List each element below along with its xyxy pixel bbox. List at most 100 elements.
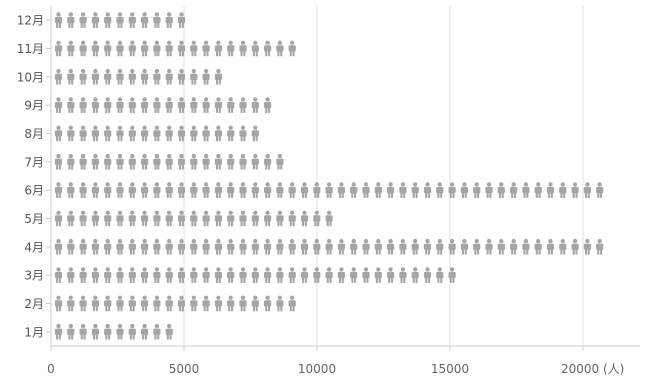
person-icon (239, 210, 247, 227)
person-icon (153, 210, 161, 227)
person-icon (153, 125, 161, 142)
person-icon (239, 97, 247, 113)
person-icon (276, 182, 284, 198)
person-icon (67, 97, 75, 113)
person-icon (128, 40, 136, 57)
person-icon (264, 295, 272, 312)
person-icon (497, 238, 505, 255)
person-icon (239, 238, 247, 255)
person-icon (79, 210, 87, 227)
person-icon (165, 97, 173, 113)
person-icon (522, 238, 530, 255)
y-category-label: 3月 (24, 269, 44, 283)
person-icon (153, 68, 161, 85)
bar[interactable] (54, 40, 296, 57)
person-icon (350, 182, 358, 198)
person-icon (91, 238, 99, 255)
person-icon (325, 182, 333, 198)
person-icon (141, 12, 149, 28)
person-icon (202, 210, 210, 227)
person-icon (264, 97, 272, 113)
person-icon (227, 182, 235, 198)
person-icon (54, 153, 63, 170)
person-icon (165, 238, 173, 255)
person-icon (423, 267, 432, 283)
person-icon (67, 68, 75, 85)
person-icon (436, 182, 444, 198)
person-icon (497, 182, 505, 198)
person-icon (79, 267, 87, 283)
bar[interactable] (54, 295, 296, 312)
person-icon (362, 182, 370, 198)
person-icon (165, 68, 173, 85)
person-icon (239, 295, 247, 312)
person-icon (399, 238, 407, 255)
person-icon (276, 238, 284, 255)
person-icon (79, 238, 87, 255)
person-icon (67, 153, 75, 170)
person-icon (104, 12, 112, 28)
bar[interactable] (54, 323, 173, 340)
y-category-label: 4月 (24, 240, 44, 254)
person-icon (116, 238, 124, 255)
person-icon (141, 125, 149, 142)
person-icon (214, 97, 222, 113)
person-icon (202, 97, 210, 113)
person-icon (202, 125, 210, 142)
person-icon (251, 267, 259, 283)
x-tick-label: 10000 (298, 362, 336, 376)
person-icon (190, 182, 198, 198)
y-category-label: 2月 (24, 297, 44, 311)
person-icon (79, 97, 87, 113)
person-icon (300, 267, 309, 283)
person-icon (214, 182, 222, 198)
person-icon (399, 267, 407, 283)
person-icon (141, 323, 149, 340)
person-icon (165, 12, 173, 28)
person-icon (79, 125, 87, 142)
person-icon (239, 153, 247, 170)
person-icon (91, 97, 99, 113)
bar[interactable] (54, 238, 604, 255)
person-icon (534, 238, 542, 255)
person-icon (534, 182, 542, 198)
person-icon (411, 267, 419, 283)
bar[interactable] (54, 153, 284, 170)
person-icon (116, 323, 124, 340)
person-icon (473, 182, 481, 198)
person-icon (91, 267, 99, 283)
bar[interactable] (54, 12, 186, 28)
person-icon (411, 182, 419, 198)
bar[interactable] (54, 97, 272, 113)
person-icon (141, 153, 149, 170)
person-icon (116, 125, 124, 142)
person-icon (141, 68, 149, 85)
person-icon (300, 182, 309, 198)
person-icon (153, 12, 161, 28)
person-icon (510, 182, 518, 198)
person-icon (251, 210, 259, 227)
person-icon (190, 295, 198, 312)
bar[interactable] (54, 68, 222, 85)
person-icon (288, 295, 296, 312)
person-icon (190, 125, 198, 142)
person-icon (54, 40, 63, 57)
person-icon (116, 210, 124, 227)
person-icon (165, 210, 173, 227)
person-icon (104, 40, 112, 57)
person-icon (214, 125, 222, 142)
bar[interactable] (54, 125, 259, 142)
person-icon (128, 182, 136, 198)
person-icon (165, 125, 173, 142)
person-icon (104, 267, 112, 283)
bar[interactable] (54, 267, 456, 283)
person-icon (202, 40, 210, 57)
person-icon (251, 40, 259, 57)
bar[interactable] (54, 182, 604, 198)
person-icon (214, 40, 222, 57)
person-icon (165, 40, 173, 57)
bar[interactable] (54, 210, 333, 227)
person-icon (79, 40, 87, 57)
person-icon (54, 267, 63, 283)
person-icon (288, 267, 296, 283)
